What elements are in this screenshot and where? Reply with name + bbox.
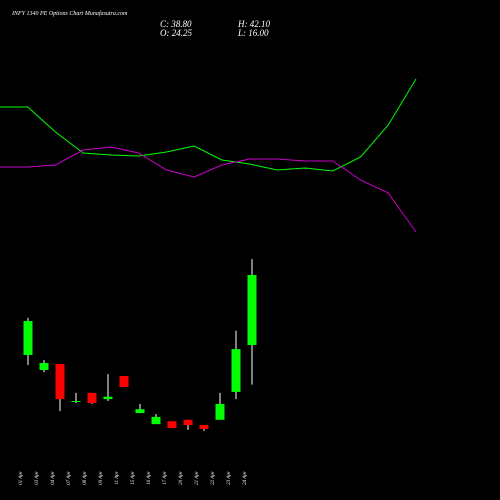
candle-body: [151, 416, 161, 425]
chart-title: INFY 1340 PE Options Chart Munafasutra.c…: [11, 10, 128, 17]
x-tick-label: 11 Apr: [115, 471, 120, 484]
x-tick-label: 09 Apr: [99, 471, 104, 485]
candle-body: [231, 349, 241, 392]
candle-body: [103, 396, 113, 400]
indicator-line: [0, 78, 417, 172]
x-tick-label: 16 Apr: [147, 471, 152, 485]
x-tick-label: 20 Apr: [179, 471, 184, 485]
stat: H: 42.10: [237, 19, 270, 29]
candle-body: [55, 363, 65, 400]
x-tick-label: 23 Apr: [227, 471, 232, 485]
candle-body: [167, 421, 177, 428]
candle-body: [87, 392, 97, 403]
stat: C: 38.80: [160, 19, 192, 29]
x-tick-label: 03 Apr: [35, 471, 40, 485]
x-tick-label: 22 Apr: [211, 471, 216, 485]
stat: O: 24.25: [160, 28, 192, 38]
candle-body: [71, 401, 81, 403]
x-tick-label: 24 Apr: [243, 471, 248, 485]
stat: L: 16.00: [237, 28, 269, 38]
x-tick-label: 17 Apr: [163, 471, 168, 485]
candle-body: [39, 363, 49, 371]
candle-body: [215, 403, 225, 420]
indicator-line: [0, 146, 417, 233]
candle-body: [23, 320, 33, 356]
x-tick-label: 21 Apr: [195, 471, 200, 485]
candle-body: [183, 419, 193, 426]
candle-body: [135, 409, 145, 414]
x-tick-label: 15 Apr: [131, 471, 136, 485]
x-tick-label: 07 Apr: [67, 471, 72, 485]
x-tick-label: 08 Apr: [83, 471, 88, 485]
x-tick-label: 01 Apr: [19, 471, 24, 485]
candle-body: [119, 376, 129, 388]
candle-body: [247, 275, 257, 345]
x-tick-label: 04 Apr: [51, 471, 56, 485]
candle-body: [199, 425, 209, 429]
